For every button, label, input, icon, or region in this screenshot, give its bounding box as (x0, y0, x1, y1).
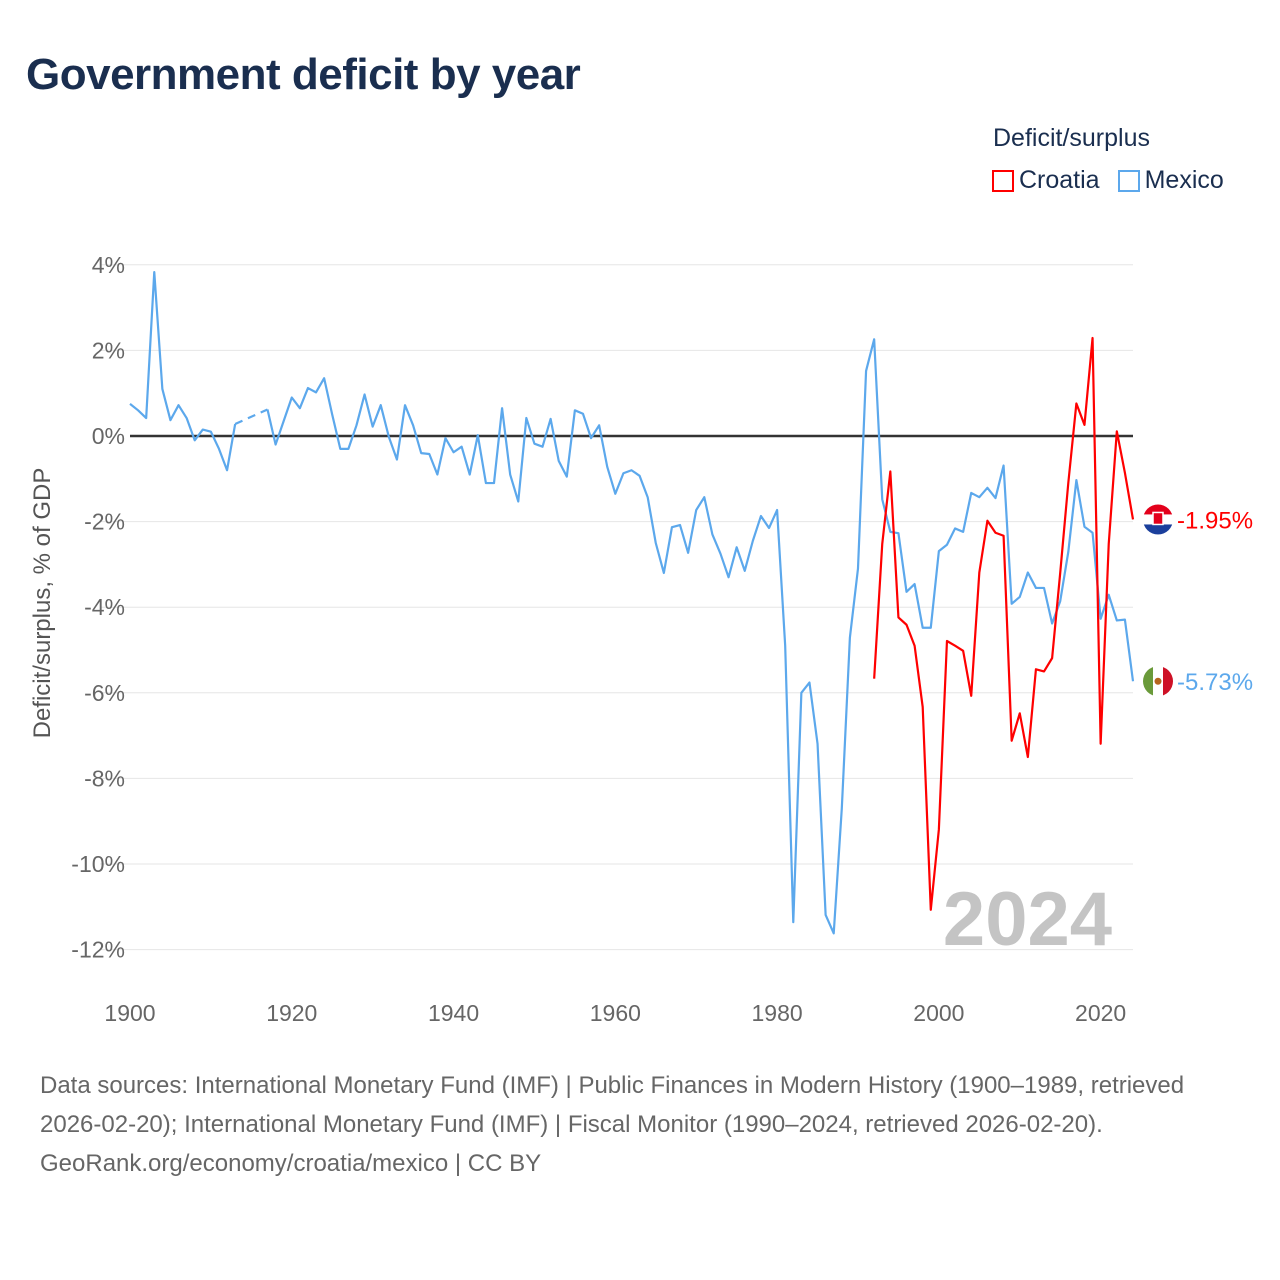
y-tick-label: 2% (92, 337, 125, 363)
croatia-flag-icon (1143, 504, 1173, 535)
y-tick-label: -8% (84, 765, 125, 791)
data-sources: Data sources: International Monetary Fun… (40, 1072, 1185, 1138)
credit-link[interactable]: GeoRank.org/economy/croatia/mexico | CC … (40, 1150, 542, 1177)
x-tick-label: 2000 (913, 1000, 964, 1026)
y-tick-label: -2% (84, 509, 125, 535)
y-tick-label: -10% (71, 851, 125, 877)
legend-swatch-croatia (992, 169, 1014, 192)
series-line-mexico (266, 338, 1135, 935)
flag-body (1143, 504, 1173, 535)
legend-title: Deficit/surplus (993, 124, 1150, 152)
x-tick-label: 1940 (428, 1000, 479, 1026)
end-value-label: -5.73% (1177, 669, 1253, 696)
series-line-mexico (234, 408, 268, 426)
legend-label: Croatia (1019, 166, 1100, 194)
y-tick-label: 4% (92, 252, 125, 278)
flag-stripe (1143, 504, 1173, 515)
flag-body (1143, 666, 1173, 697)
x-tick-label: 1980 (752, 1000, 803, 1026)
y-tick-label: 0% (92, 423, 125, 449)
mexico-flag-icon (1143, 666, 1173, 697)
y-tick-label: -12% (71, 937, 125, 963)
series-line-mexico (129, 270, 237, 472)
legend-swatch-mexico (1117, 169, 1140, 192)
x-tick-label: 1900 (104, 1000, 155, 1026)
legend-item-mexico[interactable]: Mexico (1117, 166, 1224, 195)
series-line-croatia (873, 336, 1135, 911)
y-tick-label: -6% (84, 680, 125, 706)
y-axis-label: Deficit/surplus, % of GDP (29, 468, 56, 739)
flag-emblem (1154, 677, 1162, 685)
year-watermark: 2024 (943, 877, 1112, 962)
flag-stripe (1143, 524, 1173, 535)
page-title: Government deficit by year (26, 50, 581, 99)
x-tick-label: 1920 (266, 1000, 317, 1026)
flag-stripe (1163, 666, 1173, 697)
legend-item-croatia[interactable]: Croatia (992, 166, 1100, 195)
x-tick-label: 1960 (590, 1000, 641, 1026)
end-value-label: -1.95% (1177, 507, 1253, 534)
chart: 4% 2% 0% -2% -4% -6% -8% -10% -12% 1900 1920 1940 19… (29, 252, 1253, 1026)
legend: Croatia Mexico (992, 166, 1224, 195)
flag-stripe (1143, 666, 1153, 697)
y-tick-label: -4% (84, 594, 125, 620)
x-tick-label: 2020 (1075, 1000, 1126, 1026)
footer: Data sources: International Monetary Fun… (40, 1066, 1250, 1183)
flag-shield (1152, 511, 1164, 526)
legend-label: Mexico (1144, 166, 1224, 194)
